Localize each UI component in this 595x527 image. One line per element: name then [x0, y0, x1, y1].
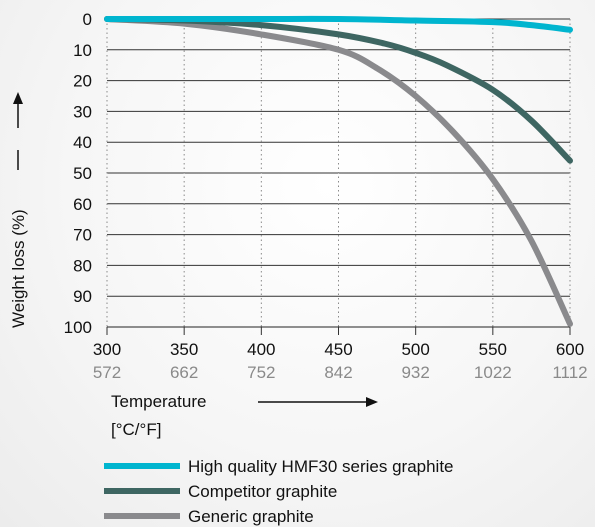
- y-tick-labels: 0 10 20 30 40 50 60 70 80 90 100: [64, 10, 92, 337]
- x-tick-label-celsius: 450: [324, 340, 352, 359]
- legend: High quality HMF30 series graphite Compet…: [104, 457, 454, 526]
- x-axis-title-group: Temperature [°C/°F]: [111, 392, 378, 439]
- y-arrow-head: [13, 92, 23, 104]
- legend-label: High quality HMF30 series graphite: [188, 457, 454, 476]
- series-line-generic-graphite: [104, 16, 573, 327]
- y-tick-label: 80: [73, 256, 92, 275]
- y-tick-label: 0: [83, 10, 92, 29]
- x-tick-label-fahrenheit: 842: [324, 363, 352, 382]
- y-axis-title: Weight loss (%): [9, 209, 28, 328]
- y-tick-label: 30: [73, 102, 92, 121]
- series-line-competitor-graphite: [104, 16, 573, 164]
- x-tick-label-fahrenheit: 932: [401, 363, 429, 382]
- x-tick-label-fahrenheit: 1022: [474, 363, 512, 382]
- x-arrow-head: [366, 397, 378, 407]
- y-tick-label: 70: [73, 226, 92, 245]
- x-tick-label-celsius: 400: [247, 340, 275, 359]
- y-tick-label: 100: [64, 318, 92, 337]
- x-tick-label-fahrenheit: 1112: [552, 363, 587, 382]
- y-axis-title-group: Weight loss (%): [9, 92, 28, 328]
- x-tick-label-celsius: 600: [556, 340, 584, 359]
- x-tick-label-celsius: 350: [170, 340, 198, 359]
- x-tick-label-fahrenheit: 662: [170, 363, 198, 382]
- x-tick-label-celsius: 550: [479, 340, 507, 359]
- legend-label: Competitor graphite: [188, 482, 337, 501]
- x-tick-label-celsius: 500: [401, 340, 429, 359]
- x-tick-label-fahrenheit: 752: [247, 363, 275, 382]
- series-lines: [104, 15, 573, 327]
- legend-label: Generic graphite: [188, 507, 314, 526]
- x-tick-labels: 300 572 350 662 400 752 450 842 500 932 550 1022 600…: [93, 340, 588, 382]
- y-tick-label: 20: [73, 72, 92, 91]
- y-tick-label: 90: [73, 287, 92, 306]
- x-tick-label-celsius: 300: [93, 340, 121, 359]
- series-line-high-quality-hmf30-series-graphite: [104, 15, 573, 33]
- y-tick-label: 10: [73, 41, 92, 60]
- y-tick-label: 60: [73, 195, 92, 214]
- y-tick-label: 40: [73, 133, 92, 152]
- x-axis-title: Temperature: [111, 392, 206, 411]
- x-tick-label-fahrenheit: 572: [93, 363, 121, 382]
- y-tick-label: 50: [73, 164, 92, 183]
- x-axis-unit: [°C/°F]: [111, 420, 161, 439]
- chart-grid: [106, 18, 571, 335]
